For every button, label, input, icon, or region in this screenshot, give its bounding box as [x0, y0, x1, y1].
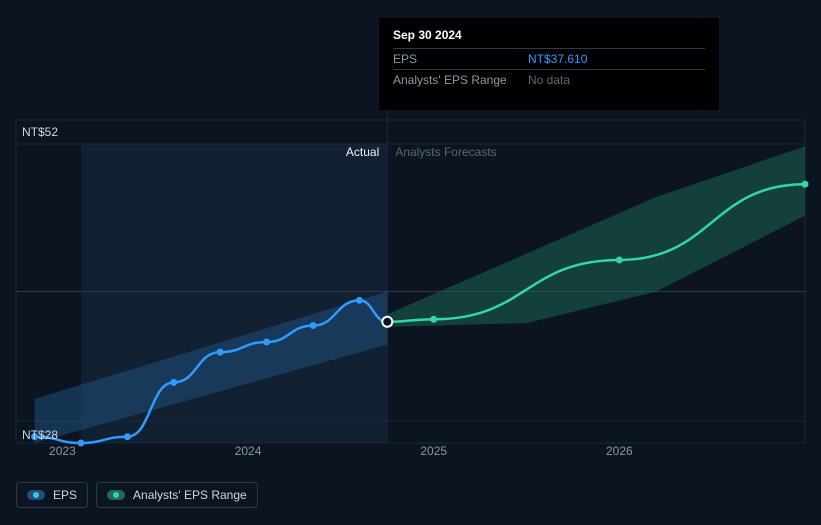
svg-text:2024: 2024 — [235, 444, 262, 458]
tooltip-row-eps: EPS NT$37.610 — [393, 48, 705, 69]
legend-swatch-range — [107, 490, 125, 500]
tooltip-label: Analysts' EPS Range — [393, 73, 508, 87]
legend-item-range[interactable]: Analysts' EPS Range — [96, 482, 258, 508]
legend-label: EPS — [53, 488, 77, 502]
svg-text:2026: 2026 — [606, 444, 633, 458]
legend: EPS Analysts' EPS Range — [16, 482, 258, 508]
svg-text:2025: 2025 — [420, 444, 447, 458]
svg-text:2023: 2023 — [49, 444, 76, 458]
legend-label: Analysts' EPS Range — [133, 488, 247, 502]
tooltip-row-range: Analysts' EPS Range No data — [393, 69, 705, 90]
svg-text:NT$52: NT$52 — [22, 125, 58, 139]
tooltip-value-range: No data — [528, 73, 570, 87]
tooltip-date: Sep 30 2024 — [393, 28, 705, 42]
section-label-forecast: Analysts Forecasts — [395, 145, 496, 159]
legend-item-eps[interactable]: EPS — [16, 482, 88, 508]
tooltip-label: EPS — [393, 52, 508, 66]
eps-chart: NT$52 NT$28 2023 2024 2025 2026 Sep 30 2024 E… — [0, 0, 821, 520]
section-label-actual: Actual — [346, 145, 379, 159]
chart-tooltip: Sep 30 2024 EPS NT$37.610 Analysts' EPS … — [379, 18, 719, 110]
svg-text:NT$28: NT$28 — [22, 428, 58, 442]
legend-swatch-eps — [27, 490, 45, 500]
tooltip-value-eps: NT$37.610 — [528, 52, 587, 66]
